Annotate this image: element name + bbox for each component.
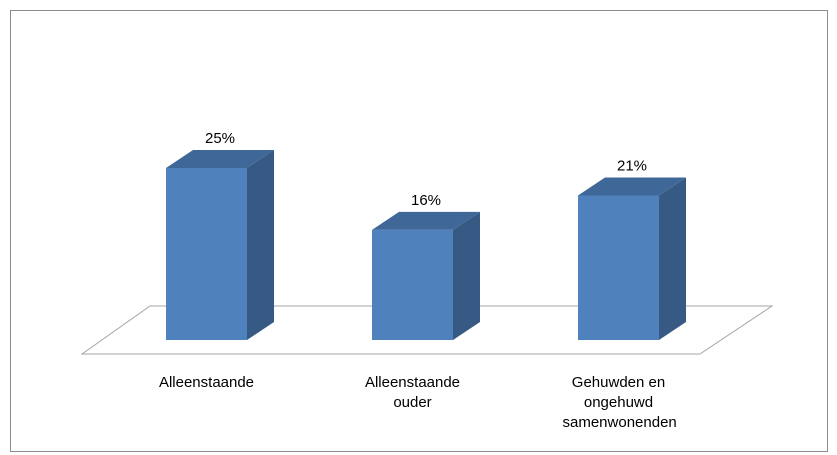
data-label: 21% — [617, 158, 647, 175]
data-label: 16% — [411, 192, 441, 209]
bar-top — [372, 211, 480, 230]
category-label: Alleenstaande — [158, 374, 255, 391]
bar-side — [453, 211, 480, 340]
data-label: 25% — [205, 130, 235, 147]
category-label: Alleenstaande ouder — [364, 374, 461, 411]
bar-front — [578, 195, 659, 340]
bar — [166, 150, 274, 340]
bar-front — [372, 229, 453, 340]
bar-side — [659, 177, 686, 340]
category-label: Gehuwden en ongehuwd samenwonenden — [562, 374, 677, 431]
bar-top — [578, 177, 686, 196]
bar-front — [166, 168, 247, 340]
bar-top — [166, 150, 274, 168]
bar — [578, 177, 686, 340]
bar — [372, 211, 480, 340]
bar-side — [247, 150, 274, 340]
floor — [80, 305, 774, 355]
